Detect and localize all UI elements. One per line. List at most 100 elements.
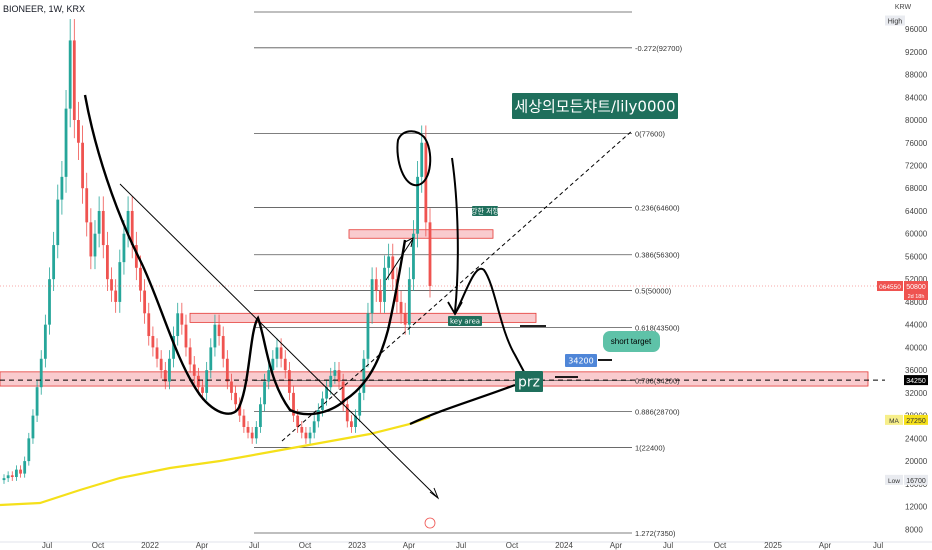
x-tick-label: Jul — [663, 541, 673, 550]
candle-body — [101, 210, 105, 246]
candle-body — [201, 387, 204, 393]
support-line — [409, 383, 516, 425]
ma-line — [0, 415, 431, 507]
candle-body — [362, 358, 366, 393]
candle-body — [89, 222, 93, 257]
candle-body — [118, 262, 122, 302]
candle-body — [209, 347, 213, 371]
candle-body — [407, 279, 411, 325]
target-tag-bg — [904, 375, 928, 386]
candle-body — [350, 421, 353, 427]
candle-body — [213, 324, 217, 348]
y-tick-label: 92000 — [905, 48, 928, 57]
candle-body — [31, 415, 35, 439]
candle-body — [163, 370, 167, 382]
fib-levels: -0.272(92700) 0(77600) 0.236(64600) 0.386(5… — [254, 11, 683, 538]
y-tick-label: 84000 — [905, 93, 928, 102]
candle-body — [383, 267, 386, 302]
fib-label: 0(77600) — [635, 130, 666, 139]
price-tag-bg — [904, 281, 928, 301]
candle-body — [168, 358, 171, 382]
fib-label: -0.272(92700) — [635, 44, 683, 53]
candle-body — [292, 392, 295, 416]
candle-body — [147, 313, 151, 337]
candle-body — [387, 256, 391, 268]
y-tick-label: 52000 — [905, 275, 928, 284]
x-tick-label: Oct — [92, 541, 105, 550]
candle-body — [279, 347, 283, 359]
short-target-bubble — [603, 331, 660, 352]
candle-body — [2, 478, 6, 481]
chart-title-bg — [512, 93, 678, 119]
trend-line-up — [281, 129, 634, 442]
candle-body — [238, 404, 242, 416]
x-tick-label: Apr — [610, 541, 623, 550]
ma-value: 27250 — [906, 418, 926, 425]
candle-body — [254, 426, 258, 439]
candle-body — [333, 370, 337, 376]
candle-body — [341, 381, 345, 405]
candle-body — [358, 392, 362, 416]
fib-label: 0.386(56300) — [635, 251, 680, 260]
y-tick-label: 12000 — [905, 503, 928, 512]
y-tick-label: 88000 — [905, 71, 928, 80]
y-tick-label: 8000 — [905, 525, 923, 534]
x-tick-label: 2024 — [555, 541, 573, 550]
ma-name-bg — [885, 414, 903, 425]
x-tick-label: Jul — [873, 541, 883, 550]
key-area-label-bg — [448, 316, 482, 326]
key-area-label: key area — [450, 317, 480, 325]
candle-body — [403, 313, 407, 325]
candle-body — [10, 475, 14, 478]
zone-rect — [348, 229, 494, 239]
ma-name: MA — [889, 418, 899, 425]
candle-body — [130, 210, 134, 246]
x-tick-label: 2023 — [348, 541, 366, 550]
candle-body — [19, 469, 22, 474]
candle-body — [155, 347, 159, 359]
resistance-label-bg — [472, 206, 498, 216]
candle-body — [56, 199, 60, 246]
projection-curve — [454, 267, 531, 383]
candle-body — [126, 210, 130, 234]
x-tick-label: Apr — [196, 541, 209, 550]
moving-average — [0, 415, 431, 507]
target-price-label-bg — [565, 354, 597, 367]
candle-body — [242, 415, 246, 427]
candle-body — [60, 176, 64, 200]
low-tag-bg — [885, 474, 903, 485]
candle-body — [337, 370, 341, 382]
candle-body — [354, 415, 357, 427]
candle-body — [370, 279, 374, 314]
candle-body — [151, 336, 155, 348]
drop-arrow — [451, 157, 459, 313]
x-tick-label: Apr — [819, 541, 832, 550]
fib-label: 0.5(50000) — [635, 287, 672, 296]
candle-body — [308, 432, 312, 439]
x-tick-label: Oct — [299, 541, 312, 550]
candle-body — [139, 267, 142, 291]
candle-body — [196, 375, 200, 388]
candle-body — [52, 245, 56, 280]
candle-body — [172, 336, 175, 359]
candle-body — [68, 40, 72, 109]
target-tag: 34250 — [906, 378, 926, 385]
high-tag: High — [888, 19, 903, 26]
candle-body — [321, 398, 324, 410]
candle-body — [23, 461, 27, 474]
candle-body — [329, 375, 333, 388]
zone-rect — [0, 371, 869, 387]
x-tick-label: Jul — [456, 541, 466, 550]
candle-body — [316, 409, 320, 422]
candle-body — [275, 347, 279, 359]
ma-value-bg — [904, 414, 928, 425]
fib-label: 0.786(34200) — [635, 376, 680, 385]
x-tick-label: Oct — [714, 541, 727, 550]
candle-body — [300, 426, 304, 433]
ticker-tag-bg — [877, 281, 903, 292]
fib-label: 0.618(43500) — [635, 324, 680, 333]
zone-rect — [189, 312, 537, 323]
candle-body — [263, 381, 266, 405]
candle-body — [143, 290, 147, 314]
